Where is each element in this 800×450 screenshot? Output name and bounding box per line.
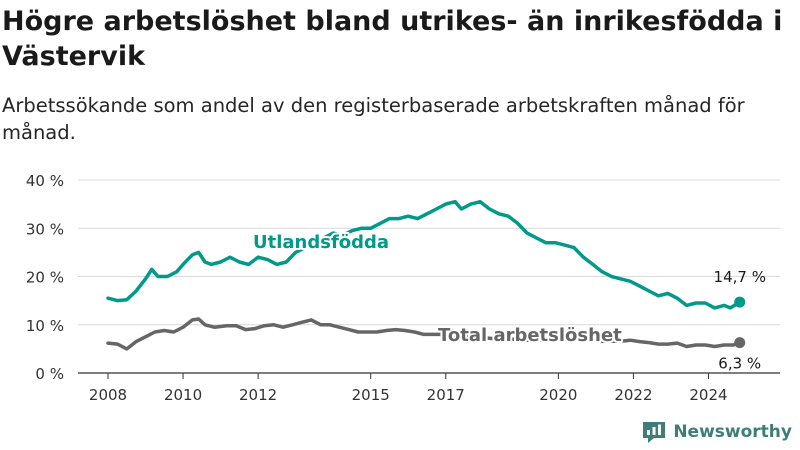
series-name-label: Utlandsfödda <box>253 232 389 253</box>
x-tick-label: 2024 <box>689 386 727 404</box>
series-line-1 <box>106 317 742 351</box>
y-tick-label: 10 % <box>26 317 64 335</box>
y-tick-label: 40 % <box>26 172 64 190</box>
series-end-marker <box>734 296 746 308</box>
y-axis-tick-labels: 0 % 10 % 20 % 30 % 40 % <box>26 172 64 383</box>
grid-lines <box>78 179 780 374</box>
y-tick-label: 30 % <box>26 220 64 238</box>
brand-name: Newsworthy <box>673 422 792 442</box>
y-tick-label: 20 % <box>26 269 64 287</box>
series-end-value-label: 6,3 % <box>718 355 761 373</box>
x-tick-label: 2008 <box>89 386 127 404</box>
x-tick-label: 2020 <box>539 386 577 404</box>
x-tick-label: 2017 <box>427 386 465 404</box>
x-tick-label: 2010 <box>164 386 202 404</box>
series-end-value-label: 14,7 % <box>714 268 766 286</box>
x-tick-label: 2022 <box>614 386 652 404</box>
newsworthy-logo-icon <box>643 422 666 443</box>
series-labels: 14,7 % 6,3 % Utlandsfödda Total arbetslöshe… <box>251 230 766 373</box>
series-layer <box>106 199 746 351</box>
series-line-0 <box>106 199 742 310</box>
y-tick-label: 0 % <box>35 365 64 383</box>
x-tick-label: 2015 <box>352 386 390 404</box>
series-end-marker <box>734 337 746 349</box>
chart-subtitle: Arbetssökande som andel av den registerb… <box>2 94 745 144</box>
x-tick-label: 2012 <box>239 386 277 404</box>
x-axis-tick-labels: 2008 2010 2012 2015 2017 2020 2022 2024 <box>89 373 728 404</box>
chart-title: Högre arbetslöshet bland utrikes- än inr… <box>2 6 783 72</box>
brand-logo: Newsworthy <box>641 420 792 444</box>
series-name-label: Total arbetslöshet <box>438 325 622 346</box>
